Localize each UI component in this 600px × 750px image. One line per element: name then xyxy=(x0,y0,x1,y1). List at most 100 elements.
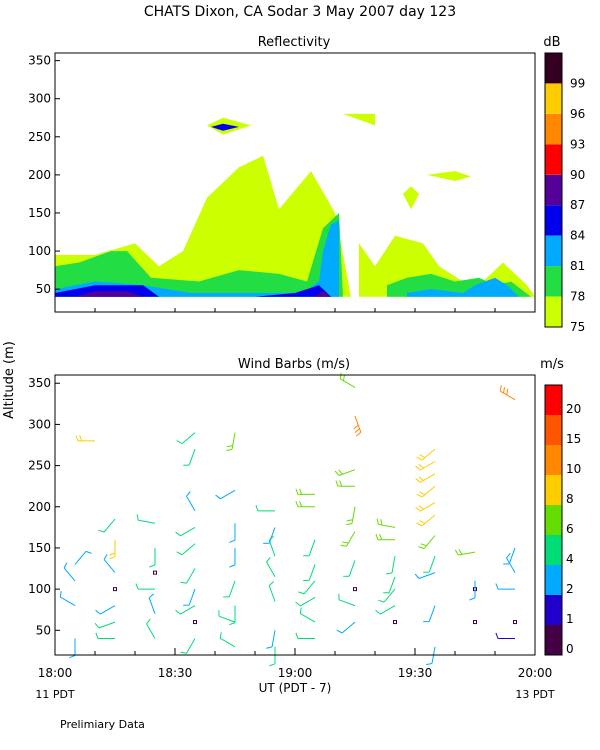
wind-barb-feather xyxy=(136,514,139,521)
wind-barb-staff xyxy=(428,556,436,573)
wind-colorbar-swatch-1 xyxy=(545,595,562,625)
wind-barb-feather xyxy=(186,491,191,497)
wind-barb-staff xyxy=(388,576,396,593)
wind-barb-feather xyxy=(266,646,273,649)
wind-barb-staff xyxy=(268,527,276,544)
wind-barb-feather xyxy=(334,470,340,476)
wind-barb-35 xyxy=(226,432,236,451)
wind-barb-52 xyxy=(338,593,356,607)
wind-barb-staff xyxy=(308,564,316,581)
wind-barb-feather xyxy=(229,622,236,626)
wind-barb-staff xyxy=(300,596,316,607)
wind-barb-29 xyxy=(218,610,236,623)
colorbar-label-90: 90 xyxy=(570,168,585,182)
wind-y-tick-label: 150 xyxy=(28,541,51,555)
wind-barb-feather xyxy=(94,622,100,629)
wind-barb-feather xyxy=(180,581,187,584)
wind-barb-1 xyxy=(59,591,76,607)
wind-barb-68 xyxy=(426,646,436,666)
wind-barb-10 xyxy=(109,539,116,560)
wind-barb-feather xyxy=(353,424,359,430)
reflectivity-contours xyxy=(55,113,535,297)
wind-barb-feather xyxy=(503,387,505,394)
wind-barb-feather xyxy=(386,572,393,575)
wind-barb-feather xyxy=(342,541,349,544)
y-axis-label: Altitude (m) xyxy=(2,341,17,419)
wind-barb-feather xyxy=(295,488,299,495)
wind-barb-staff xyxy=(428,605,436,622)
wind-barb-4 xyxy=(75,435,95,442)
wind-barb-83 xyxy=(495,632,515,639)
wind-barb-staff xyxy=(308,539,316,556)
wind-barb-feather xyxy=(69,655,76,659)
wind-y-tick-label: 200 xyxy=(28,500,51,514)
wind-barb-staff xyxy=(186,495,196,512)
reflectivity-y-tick-label: 350 xyxy=(28,54,51,68)
wind-barb-9 xyxy=(103,554,116,573)
wind-barb-feather xyxy=(79,435,83,442)
wind-barb-6 xyxy=(94,621,116,629)
colorbar-label-81: 81 xyxy=(570,259,585,273)
wind-barb-75 xyxy=(416,485,436,498)
wind-barb-feather xyxy=(340,544,347,547)
colorbar-swatch-75db xyxy=(545,296,562,327)
wind-barb-staff xyxy=(300,613,316,623)
wind-barb-57 xyxy=(335,480,355,487)
wind-barb-staff xyxy=(458,551,476,556)
wind-barb-85 xyxy=(495,583,515,590)
wind-barb-5 xyxy=(95,632,115,639)
wind-barb-staff xyxy=(418,572,436,579)
reflectivity-region-84db-11 xyxy=(255,285,331,297)
wind-barb-2 xyxy=(63,562,76,582)
wind-barb-staff xyxy=(266,561,276,578)
wind-barb-staff xyxy=(220,489,236,500)
wind-barb-feather xyxy=(335,480,339,487)
wind-barb-feather xyxy=(469,597,476,601)
wind-barb-feather xyxy=(418,463,424,469)
wind-barb-43 xyxy=(295,632,315,639)
wind-barb-calm-53 xyxy=(353,587,357,592)
wind-barb-20 xyxy=(175,605,196,615)
wind-barb-48 xyxy=(303,539,316,557)
wind-barb-calm-15 xyxy=(153,570,157,575)
wind-barb-25 xyxy=(186,491,196,512)
wind-axis-ticks: 50 100 150 200 250 300 350 18:00 18:30 19:00 19:30… xyxy=(28,376,552,680)
wind-barb-60 xyxy=(339,372,356,388)
wind-barb-74 xyxy=(415,502,436,512)
wind-barb-feather xyxy=(255,505,259,512)
wind-barbs xyxy=(59,372,517,667)
wind-barb-feather xyxy=(416,456,423,461)
wind-barb-71 xyxy=(423,556,436,573)
wind-barb-77 xyxy=(415,461,436,471)
wind-barb-feather xyxy=(416,522,423,527)
wind-colorbar-label-1: 1 xyxy=(566,612,574,626)
wind-barb-76 xyxy=(415,473,436,483)
colorbar-frame xyxy=(544,52,563,328)
wind-barb-13 xyxy=(148,593,156,614)
wind-barb-feather xyxy=(219,632,222,639)
wind-barb-40 xyxy=(268,535,276,557)
preliminary-note: Prelimiary Data xyxy=(60,718,145,731)
wind-barb-calm-79 xyxy=(473,620,477,625)
wind-barb-feather xyxy=(419,454,426,459)
wind-barb-staff xyxy=(383,588,396,603)
reflectivity-y-tick-label: 150 xyxy=(28,206,51,220)
wind-y-tick-label: 100 xyxy=(28,582,51,596)
wind-barb-58 xyxy=(334,469,356,476)
wind-colorbar-label-2: 2 xyxy=(566,582,574,596)
wind-barb-calm-84 xyxy=(513,620,517,625)
wind-barb-31 xyxy=(223,580,236,598)
wind-barb-staff xyxy=(138,519,156,524)
reflectivity-region-87db-14 xyxy=(315,290,331,297)
wind-barb-feather xyxy=(506,552,511,559)
wind-barb-37 xyxy=(266,630,276,649)
wind-barb-feather xyxy=(176,440,183,445)
wind-barb-feather xyxy=(506,388,509,395)
wind-barb-feather xyxy=(378,599,385,603)
wind-barb-feather xyxy=(375,533,379,540)
wind-barb-feather xyxy=(418,546,425,550)
wind-barb-staff xyxy=(98,621,116,629)
wind-barb-staff xyxy=(63,567,76,582)
wind-barb-feather xyxy=(298,591,305,595)
wind-barb-staff xyxy=(346,531,356,547)
